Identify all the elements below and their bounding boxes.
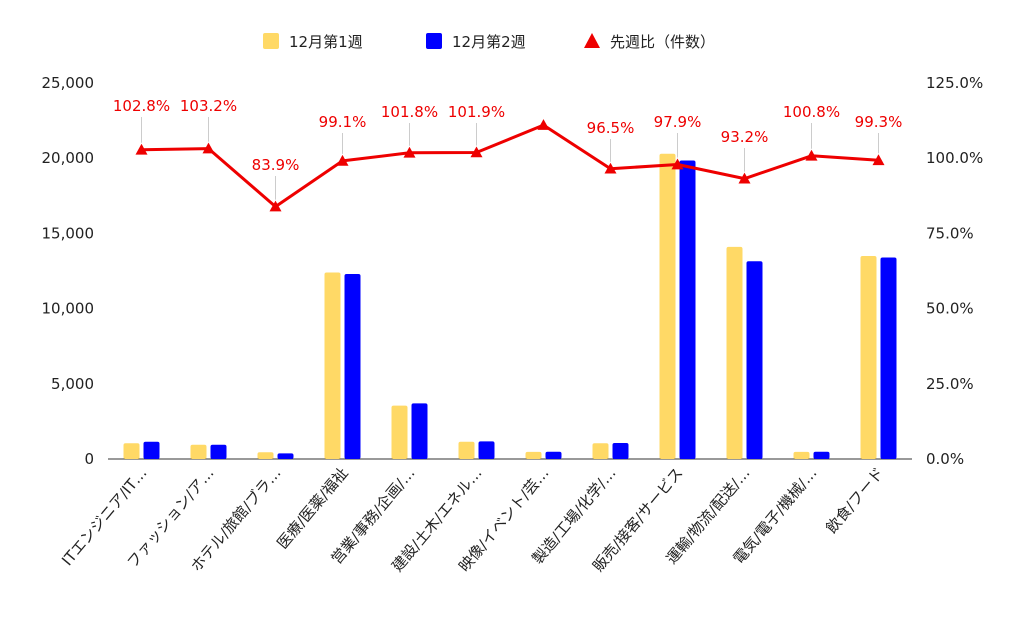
line-point-5 [470, 146, 483, 158]
y-right-tick-label: 25.0% [926, 375, 974, 393]
bar-2-1 [210, 444, 227, 459]
legend-swatch-3 [584, 33, 600, 48]
line-point-7 [604, 162, 617, 174]
bar-1-3 [324, 272, 341, 459]
bar-2-5 [478, 441, 495, 459]
bar-1-0 [123, 443, 140, 459]
bar-1-4 [391, 405, 408, 459]
y-left-tick-label: 25,000 [42, 74, 95, 92]
bar-2-11 [880, 257, 897, 459]
line-series [141, 123, 879, 209]
data-label: 101.8% [381, 103, 438, 121]
data-label: 99.3% [855, 113, 903, 131]
bar-1-8 [659, 153, 676, 460]
line-point-8 [671, 158, 684, 170]
y-right-tick-label: 0.0% [926, 450, 964, 468]
x-tick-label: 飲食/フード [822, 464, 887, 537]
bar-2-3 [344, 274, 361, 459]
y-left-tick-label: 5,000 [51, 375, 94, 393]
legend-swatch-2 [426, 33, 442, 49]
bar-1-7 [592, 443, 609, 459]
bar-1-11 [860, 255, 877, 459]
legend-swatch-1 [263, 33, 279, 49]
legend-label-3: 先週比（件数） [610, 33, 715, 51]
data-label: 103.2% [180, 97, 237, 115]
bar-2-0 [143, 441, 160, 459]
bar-1-9 [726, 246, 743, 459]
bar-2-8 [679, 160, 696, 459]
legend-label-2: 12月第2週 [452, 33, 526, 51]
bar-1-6 [525, 451, 542, 459]
line-point-3 [336, 154, 349, 166]
bar-2-10 [813, 451, 830, 459]
data-label: 96.5% [587, 119, 635, 137]
data-label: 100.8% [783, 103, 840, 121]
line-point-9 [738, 172, 751, 184]
line-point-11 [872, 154, 885, 166]
line-point-4 [403, 146, 416, 158]
y-left-tick-label: 10,000 [42, 300, 95, 318]
legend-label-1: 12月第1週 [289, 33, 363, 51]
y-right-tick-label: 125.0% [926, 74, 983, 92]
line-point-6 [537, 119, 550, 130]
y-right-tick-label: 100.0% [926, 149, 983, 167]
bar-2-7 [612, 443, 629, 459]
data-label: 102.8% [113, 97, 170, 115]
y-right-tick-label: 50.0% [926, 300, 974, 318]
data-label: 83.9% [252, 156, 300, 174]
bar-1-10 [793, 451, 810, 459]
x-tick-label: 医療/医薬/福祉 [273, 464, 351, 552]
y-left-tick-label: 0 [84, 450, 94, 468]
data-label: 101.9% [448, 103, 505, 121]
line-point-0 [135, 143, 148, 155]
bar-2-2 [277, 453, 294, 459]
bar-1-5 [458, 441, 475, 459]
bar-2-6 [545, 451, 562, 459]
data-label: 97.9% [654, 113, 702, 131]
line-point-2 [269, 200, 282, 212]
line-point-10 [805, 149, 818, 161]
bar-2-9 [746, 261, 763, 459]
data-label: 93.2% [721, 128, 769, 146]
y-left-tick-label: 20,000 [42, 149, 95, 167]
data-label: 99.1% [319, 113, 367, 131]
bar-2-4 [411, 403, 428, 459]
bar-1-2 [257, 452, 274, 459]
bar-1-1 [190, 444, 207, 459]
line-point-1 [202, 142, 215, 154]
y-left-tick-label: 15,000 [42, 224, 95, 242]
y-right-tick-label: 75.0% [926, 224, 974, 242]
